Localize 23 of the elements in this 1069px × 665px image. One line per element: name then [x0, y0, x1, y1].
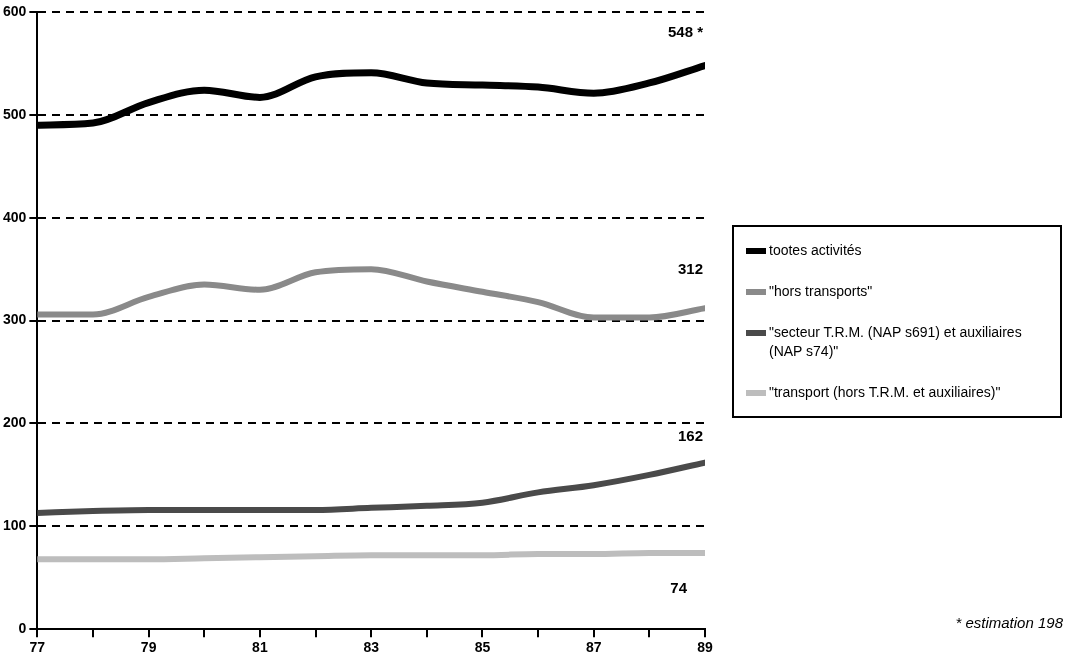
data-label: 74 [670, 579, 688, 597]
data-label: 312 [677, 260, 703, 278]
text: * estimation 198 [955, 614, 1063, 631]
x-tick-label: 87 [585, 639, 602, 656]
legend-label: "secteur T.R.M. (NAP s691) et auxiliaires (NAP s74)" [769, 323, 1023, 361]
y-tick-label: 500 [3, 105, 27, 122]
x-tick-label: 85 [474, 639, 491, 656]
y-tick-label: 0 [18, 620, 27, 637]
y-tick-label: 300 [3, 311, 27, 328]
y-tick-label: 100 [3, 517, 27, 534]
y-tick-label: 400 [3, 208, 27, 225]
data-label: 548 * [667, 23, 704, 41]
y-tick-label: 200 [3, 414, 27, 431]
y-tick-label: 600 [3, 2, 27, 19]
legend-label: "hors transports" [769, 282, 873, 301]
legend-label: "transport (hors T.R.M. et auxiliaires)" [769, 383, 1001, 402]
x-tick-label: 79 [140, 639, 157, 656]
legend-label: tootes activités [769, 241, 862, 260]
data-label: 162 [677, 426, 703, 444]
x-tick-label: 77 [29, 639, 46, 656]
x-tick-label: 83 [363, 639, 380, 656]
x-tick-label: 89 [697, 639, 713, 656]
x-tick-label: 81 [252, 639, 268, 656]
